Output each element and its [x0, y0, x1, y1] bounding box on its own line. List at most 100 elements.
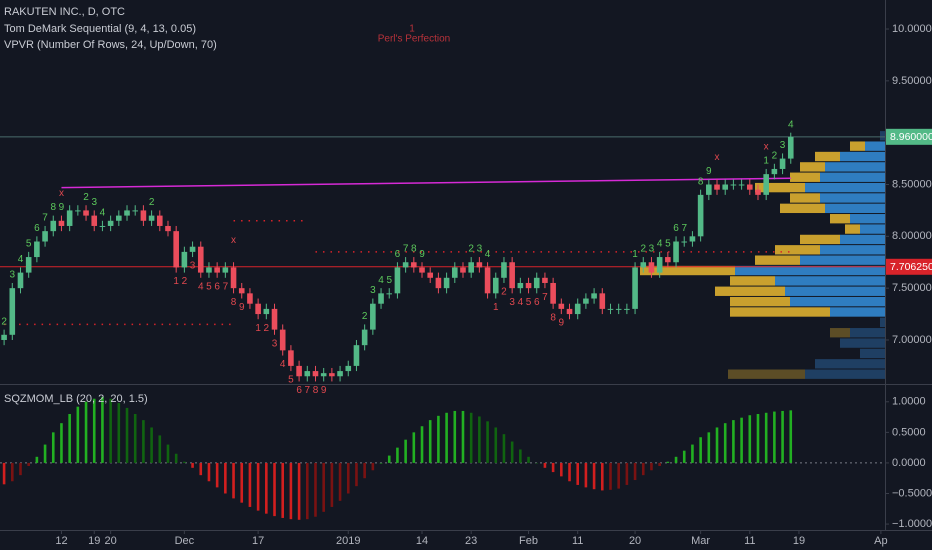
candle-body [722, 184, 729, 190]
candle-body [697, 194, 704, 237]
momentum-bar [658, 462, 661, 466]
td-count: 5 [288, 375, 294, 386]
momentum-bar [396, 447, 399, 463]
candle-body [689, 236, 696, 242]
perfection-mark: x [715, 152, 720, 163]
candle-body [624, 308, 630, 310]
momentum-bar [764, 412, 768, 463]
volume-profile-up [825, 203, 885, 214]
momentum-bar [248, 462, 252, 507]
td-count: 6 [296, 385, 302, 396]
candle-body [181, 251, 188, 268]
candle-body [451, 267, 458, 278]
td-count: 3 [477, 244, 483, 255]
candle-body [738, 184, 745, 186]
momentum-bar [355, 462, 358, 487]
candle-body [320, 373, 327, 377]
candle-body [165, 225, 171, 232]
momentum-bar [666, 461, 670, 463]
td-count: 7 [681, 223, 687, 234]
td-count: 4 [198, 281, 204, 292]
candle-body [353, 345, 360, 366]
td-count: 9 [419, 249, 425, 260]
volume-profile-up [825, 162, 885, 172]
candle-body [574, 303, 581, 315]
momentum-bar [256, 462, 260, 511]
momentum-bar [215, 462, 219, 488]
candle-body [501, 262, 507, 278]
candle-body [271, 308, 278, 330]
volume-profile-down [800, 234, 840, 245]
volume-profile-up [880, 131, 885, 141]
td-count: 6 [673, 223, 679, 234]
candle-body [673, 241, 679, 263]
price-tag [886, 258, 932, 275]
td-count: 2 [1, 316, 7, 327]
momentum-bar [502, 434, 506, 463]
momentum-bar [305, 462, 309, 520]
momentum-bar [625, 462, 629, 485]
x-tick-label: 2019 [336, 535, 360, 547]
td-count: 4 [280, 359, 286, 370]
momentum-bar [740, 417, 743, 463]
volume-profile-up [860, 348, 885, 359]
y-tick-label: 8.500000 [892, 178, 932, 190]
momentum-bar [142, 420, 145, 463]
momentum-pane [0, 396, 885, 520]
candle-body [550, 282, 556, 304]
momentum-bar [109, 398, 112, 463]
momentum-bar [166, 444, 170, 463]
td-count: 3 [10, 270, 16, 281]
momentum-bar [68, 414, 71, 463]
candle-body [509, 262, 515, 289]
momentum-bar [723, 423, 727, 463]
td-count: 3 [91, 197, 97, 208]
y-tick-label: −1.0000 [892, 518, 932, 530]
momentum-bar [150, 427, 153, 463]
td-count: 8 [550, 313, 556, 324]
candle-body [746, 184, 753, 190]
candle-body [247, 293, 253, 304]
momentum-bar [207, 462, 211, 482]
td-count: 9 [59, 202, 65, 213]
momentum-bar [551, 462, 555, 473]
volume-profile-up [865, 141, 885, 151]
candle-body [148, 215, 155, 221]
momentum-bar [404, 439, 407, 463]
volume-profile-down [755, 182, 805, 193]
volume-profile-down [730, 307, 830, 317]
momentum-bar [2, 462, 6, 485]
candle-body [533, 277, 540, 289]
candle-body [517, 282, 524, 289]
candle-body [140, 210, 147, 221]
candle-body [583, 298, 589, 304]
td-count: 2 [772, 150, 778, 161]
candle-body [640, 262, 647, 268]
td-count: 4 [518, 297, 524, 308]
candle-body [279, 329, 286, 351]
volume-profile-up [850, 328, 885, 338]
momentum-bar [379, 462, 383, 464]
momentum-bar [592, 462, 596, 490]
candle-body [599, 293, 606, 309]
volume-profile-up [785, 286, 885, 296]
candle-body [484, 267, 491, 294]
volume-profile-up [820, 245, 885, 255]
momentum-bar [674, 456, 678, 463]
momentum-bar [609, 462, 612, 490]
td-count: 7 [223, 281, 229, 292]
momentum-bar [707, 432, 711, 463]
x-tick-label: 20 [629, 535, 641, 547]
volume-profile-up [735, 265, 885, 276]
candle-body [394, 267, 401, 294]
td-count: 2 [83, 192, 89, 203]
candle-body [419, 267, 425, 273]
volume-profile-down [730, 296, 790, 307]
candle-body [222, 267, 229, 273]
candle-body [345, 365, 352, 372]
momentum-bar [437, 415, 440, 463]
candle-body [189, 246, 196, 252]
momentum-bar [158, 435, 162, 463]
